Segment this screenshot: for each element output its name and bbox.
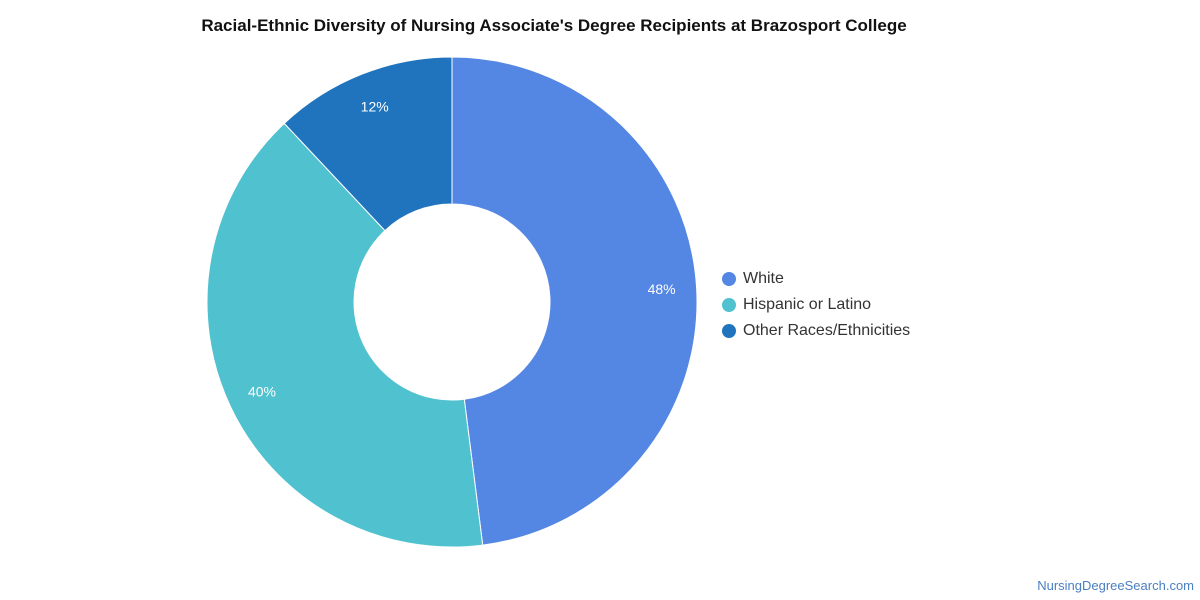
slice-label-white: 48%: [648, 281, 676, 297]
donut-slice-other-races-ethnicities[interactable]: [283, 56, 453, 232]
slice-label-other-races-ethnicities: 12%: [361, 99, 389, 115]
legend-swatch: [722, 324, 736, 338]
donut-slice-white[interactable]: [451, 56, 698, 546]
slice-labels: 48% 40% 12%: [248, 99, 676, 400]
legend-swatch: [722, 298, 736, 312]
legend-swatch: [722, 272, 736, 286]
legend-item-hispanic-or-latino[interactable]: Hispanic or Latino: [722, 292, 910, 318]
legend-item-other-races-ethnicities[interactable]: Other Races/Ethnicities: [722, 318, 910, 344]
legend-label: White: [743, 270, 784, 287]
donut-slice-hispanic-or-latino[interactable]: [206, 122, 484, 548]
donut-slices: [206, 56, 698, 548]
legend-label: Other Races/Ethnicities: [743, 322, 911, 339]
chart-title: Racial-Ethnic Diversity of Nursing Assoc…: [201, 16, 907, 35]
source-link[interactable]: NursingDegreeSearch.com: [1037, 578, 1194, 593]
chart-legend: White Hispanic or Latino Other Races/Ethni…: [722, 266, 910, 344]
legend-item-white[interactable]: White: [722, 266, 910, 292]
legend-label: Hispanic or Latino: [743, 296, 872, 313]
slice-label-hispanic-or-latino: 40%: [248, 383, 276, 399]
